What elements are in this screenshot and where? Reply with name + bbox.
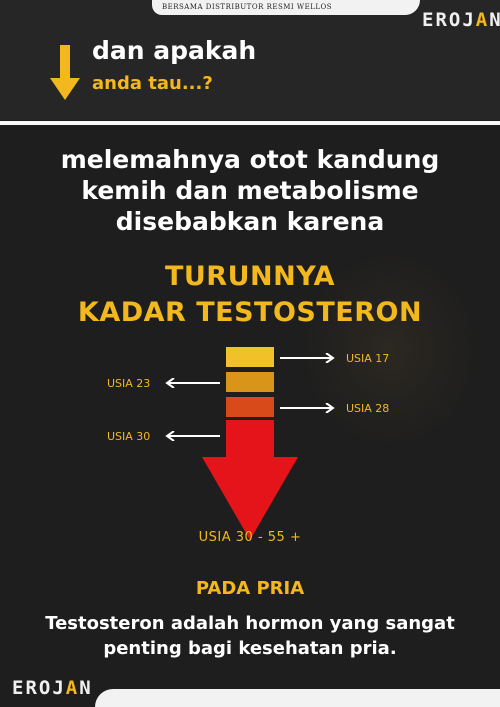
level-bar-3 xyxy=(226,397,274,417)
brand-logo-top: EROJAN xyxy=(422,9,500,31)
footer-text-line-2: penting bagi kesehatan pria. xyxy=(103,638,397,659)
level-bar-2 xyxy=(226,372,274,392)
header-band xyxy=(0,0,500,120)
arrow-right-icon xyxy=(280,403,335,413)
intro-line-1: dan apakah xyxy=(92,36,257,65)
age-label-23: USIA 23 xyxy=(107,377,151,390)
headline-line-1: melemahnya otot kandung xyxy=(60,145,440,174)
decline-arrow-icon xyxy=(202,420,298,540)
down-arrow-icon xyxy=(50,45,80,100)
header-tab: BERSAMA DISTRIBUTOR RESMI WELLOS xyxy=(152,0,342,15)
intro-line-2: anda tau...? xyxy=(92,73,213,94)
age-label-28: USIA 28 xyxy=(346,402,390,415)
arrow-left-icon xyxy=(165,431,220,441)
section-divider xyxy=(0,121,500,125)
title-line-1: TURUNNYA xyxy=(164,261,336,292)
section-heading: PADA PRIA xyxy=(195,578,305,599)
footer-tab xyxy=(95,689,500,707)
level-bar-1 xyxy=(226,347,274,367)
arrow-left-icon xyxy=(165,378,220,388)
arrow-right-icon xyxy=(280,353,335,363)
title-line-2: KADAR TESTOSTERON xyxy=(77,297,423,328)
brand-logo-bottom: EROJAN xyxy=(12,677,93,699)
headline-line-2: kemih dan metabolisme xyxy=(81,176,419,205)
age-label-30: USIA 30 xyxy=(107,430,151,443)
footer-text-line-1: Testosteron adalah hormon yang sangat xyxy=(45,613,455,634)
header-tab-text: BERSAMA DISTRIBUTOR RESMI WELLOS xyxy=(161,3,333,11)
age-range-label: USIA 30 - 55 + xyxy=(198,530,302,545)
background-product-shape xyxy=(300,250,480,450)
age-label-17: USIA 17 xyxy=(346,352,390,365)
headline-line-3: disebabkan karena xyxy=(115,207,385,236)
